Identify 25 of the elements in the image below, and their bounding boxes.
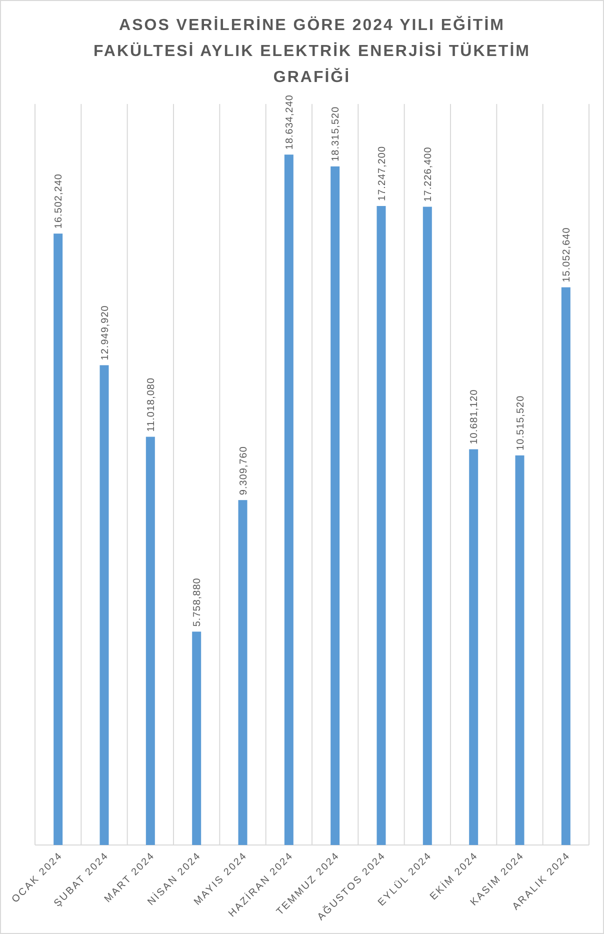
- data-label: 18.315,520: [330, 106, 342, 162]
- data-label: 12.949,920: [100, 305, 111, 360]
- data-label: 17.226,400: [422, 146, 434, 202]
- bar: [469, 449, 478, 845]
- data-label: 11.018,080: [146, 377, 157, 432]
- data-label: 5.758,880: [192, 578, 204, 627]
- bar: [376, 206, 386, 845]
- data-label: 10.515,520: [515, 395, 526, 450]
- bar: [192, 632, 202, 845]
- data-label: 15.052,640: [561, 227, 572, 282]
- data-label: 10.681,120: [469, 389, 480, 444]
- data-label: 16.502,240: [54, 174, 65, 229]
- data-label: 17.247,200: [376, 146, 388, 201]
- bar: [330, 166, 340, 845]
- bar: [561, 287, 570, 845]
- bar: [515, 455, 524, 845]
- data-label: 9.309,760: [238, 446, 250, 496]
- bar: [422, 206, 432, 845]
- bar: [238, 500, 248, 845]
- bar: [146, 436, 155, 845]
- chart-title: ASOS VERİLERİNE GÖRE 2024 YILI EĞİTİM FAKÜLTESİ AYLIK ELEKTRİK ENERJİSİ TÜKETİM GRAFİĞİ: [94, 15, 530, 86]
- bar: [284, 154, 294, 845]
- bar: [100, 365, 109, 845]
- bar: [54, 234, 63, 845]
- data-label: 18.634,240: [284, 94, 296, 150]
